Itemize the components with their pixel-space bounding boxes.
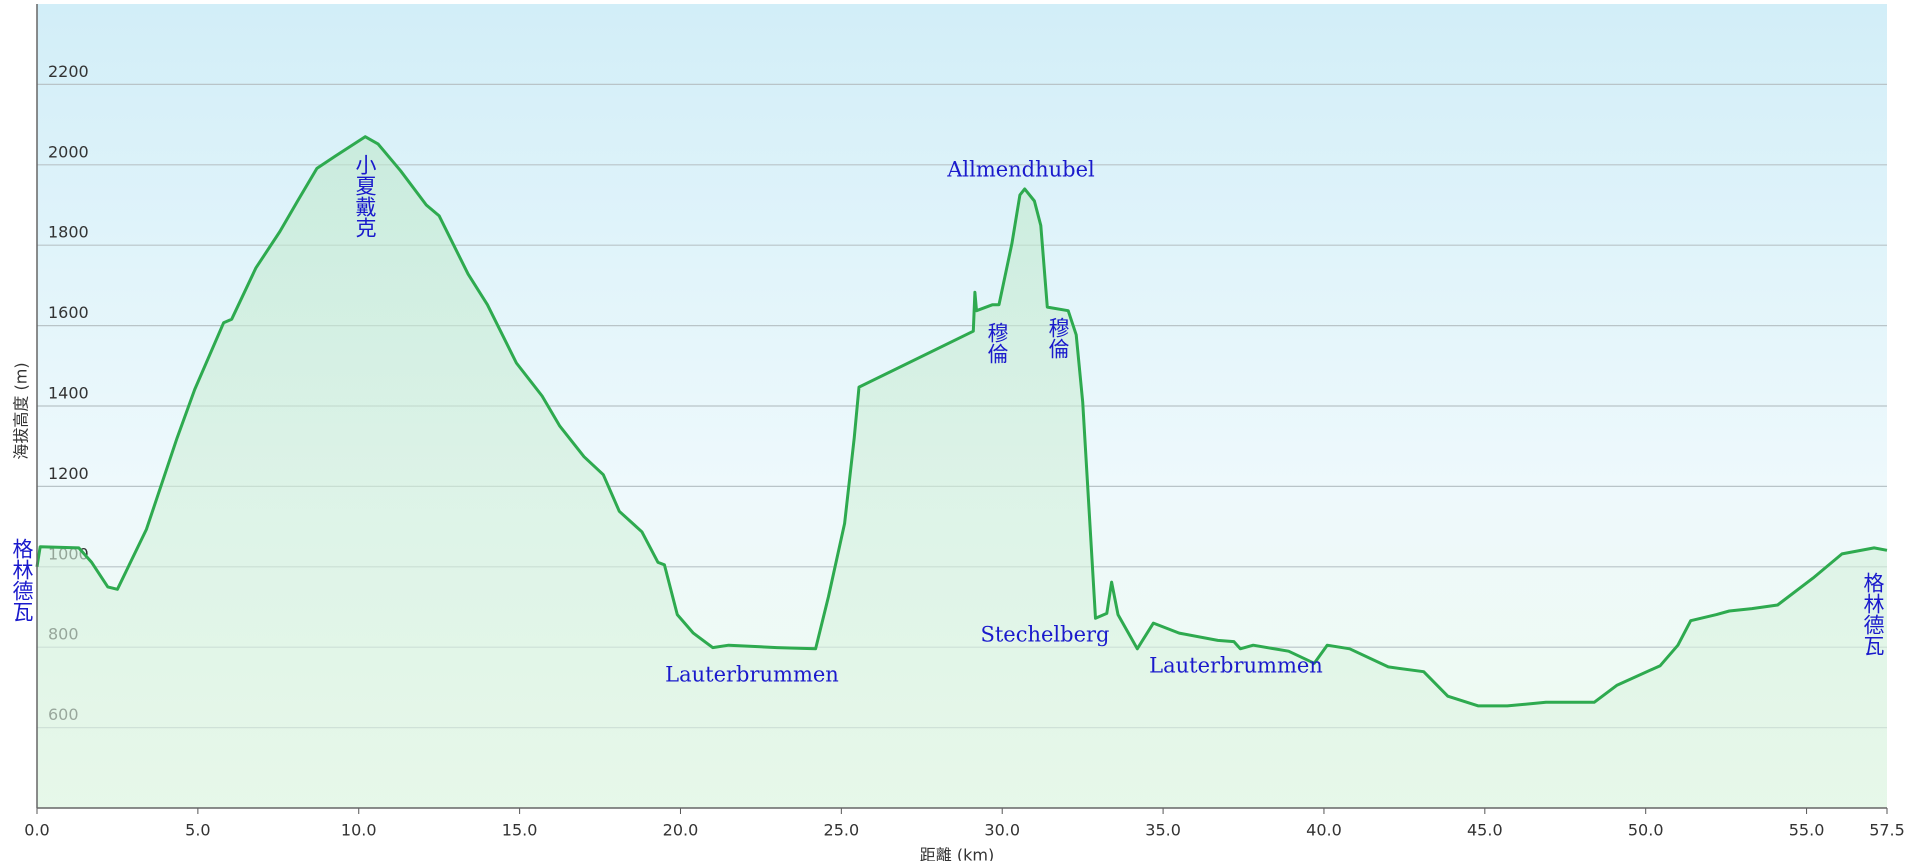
annotation: Lauterbrummen bbox=[665, 663, 839, 687]
annotation: 穆倫 bbox=[985, 322, 1009, 364]
x-tick-label: 15.0 bbox=[502, 821, 538, 840]
y-tick-label: 2000 bbox=[48, 142, 89, 161]
x-tick-label: 25.0 bbox=[824, 821, 860, 840]
elevation-area bbox=[37, 136, 1887, 808]
x-tick-label: 50.0 bbox=[1628, 821, 1664, 840]
annotation: Stechelberg bbox=[980, 623, 1109, 647]
annotation: 格林德瓦 bbox=[10, 538, 34, 622]
x-tick-label: 40.0 bbox=[1306, 821, 1342, 840]
x-tick-label: 5.0 bbox=[185, 821, 210, 840]
x-tick-label: 55.0 bbox=[1789, 821, 1825, 840]
y-tick-label: 1200 bbox=[48, 464, 89, 483]
annotation: Lauterbrummen bbox=[1149, 654, 1323, 678]
y-tick-label: 1400 bbox=[48, 384, 89, 403]
x-tick-label: 0.0 bbox=[24, 821, 49, 840]
y-tick-label: 1600 bbox=[48, 303, 89, 322]
annotation: 格林德瓦 bbox=[1861, 572, 1885, 656]
annotation: 小夏戴克 bbox=[353, 154, 377, 238]
y-tick-label: 1800 bbox=[48, 223, 89, 242]
x-tick-label: 30.0 bbox=[984, 821, 1020, 840]
x-tick-label: 45.0 bbox=[1467, 821, 1503, 840]
x-tick-label: 20.0 bbox=[663, 821, 699, 840]
x-axis-title: 距離 (km) bbox=[920, 846, 994, 862]
annotation: 穆倫 bbox=[1046, 317, 1070, 359]
y-axis-title: 海拔高度 (m) bbox=[12, 362, 31, 459]
elevation-line bbox=[35, 135, 1888, 708]
x-tick-label: 10.0 bbox=[341, 821, 377, 840]
x-tick-label: 57.5 bbox=[1869, 821, 1905, 840]
annotation: Allmendhubel bbox=[946, 158, 1095, 182]
x-tick-label: 35.0 bbox=[1145, 821, 1181, 840]
y-tick-label: 2200 bbox=[48, 62, 89, 81]
